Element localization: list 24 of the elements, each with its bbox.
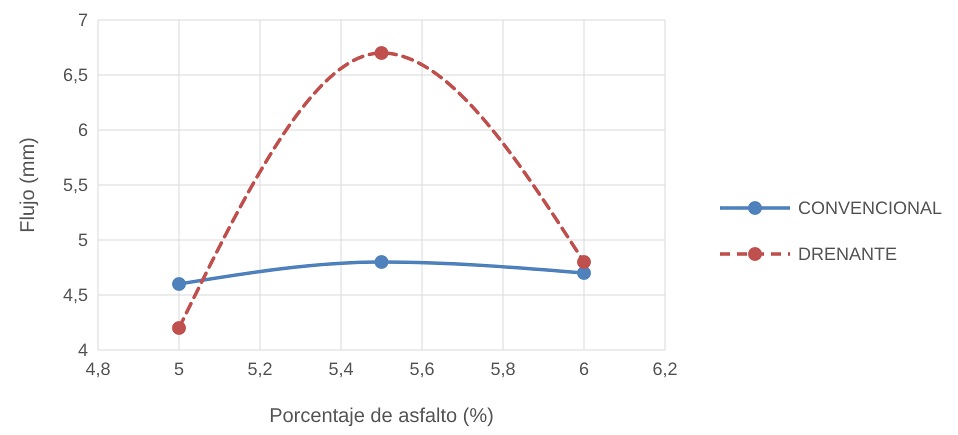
point	[172, 321, 186, 335]
y-tick-label: 5,5	[62, 174, 88, 195]
y-tick-label: 7	[78, 10, 88, 30]
x-tick-label: 5	[174, 358, 184, 379]
x-tick-label: 5,6	[409, 358, 435, 379]
legend-label: DRENANTE	[798, 244, 898, 264]
point	[374, 46, 388, 60]
x-tick-label: 6,2	[652, 358, 678, 379]
x-tick-label: 5,8	[490, 358, 516, 379]
point	[577, 255, 591, 269]
y-tick-label: 6	[78, 120, 88, 140]
y-tick-label: 6,5	[62, 64, 88, 85]
x-axis-title: Porcentaje de asfalto (%)	[269, 405, 494, 427]
y-tick-label: 5	[78, 230, 88, 250]
x-tick-label: 4,8	[85, 358, 111, 379]
y-tick-label: 4,5	[62, 284, 88, 305]
x-tick-label: 5,4	[328, 358, 354, 379]
y-tick-label: 4	[78, 340, 88, 360]
x-tick-label: 5,2	[247, 358, 273, 379]
y-axis-title: Flujo (mm)	[17, 137, 39, 233]
point	[374, 255, 388, 269]
x-tick-label: 6	[578, 358, 590, 379]
legend-label: CONVENCIONAL	[798, 198, 942, 218]
point	[172, 277, 186, 291]
